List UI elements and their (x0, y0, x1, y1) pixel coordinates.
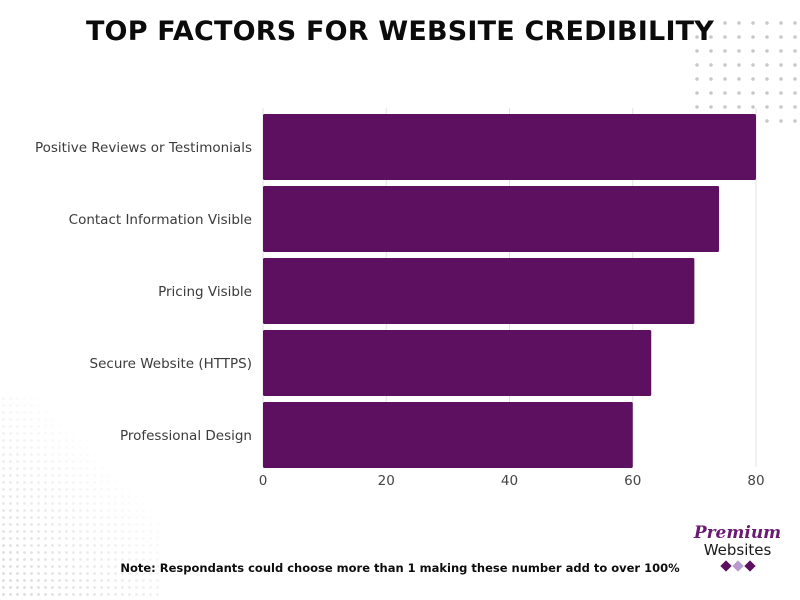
x-tick-label: 40 (501, 473, 518, 489)
decorative-dot-pattern-bottom (0, 395, 160, 600)
footnote: Note: Respondants could choose more than… (120, 561, 680, 575)
bar (263, 330, 652, 396)
x-tick-label: 20 (378, 473, 395, 489)
category-label: Secure Website (HTTPS) (90, 356, 252, 372)
decorative-dot-grid-top (690, 16, 800, 130)
x-tick-label: 0 (259, 473, 268, 489)
diamond-icon (719, 560, 732, 572)
bar (263, 114, 756, 180)
category-label: Contact Information Visible (69, 212, 252, 228)
category-label: Pricing Visible (158, 284, 252, 300)
category-label: Professional Design (120, 428, 252, 444)
chart-title: TOP FACTORS FOR WEBSITE CREDIBILITY (85, 16, 715, 47)
x-tick-label: 80 (747, 473, 764, 489)
logo-premium-text: Premium (693, 523, 782, 543)
bar (263, 258, 695, 324)
bar (263, 186, 720, 252)
bar (263, 402, 633, 468)
x-tick-label: 60 (624, 473, 641, 489)
brand-logo: Premium Websites (690, 524, 785, 580)
logo-websites-text: Websites (703, 541, 772, 559)
diamond-icon (731, 560, 744, 572)
diamond-icon (743, 560, 756, 572)
logo-diamond-icons (690, 560, 785, 572)
category-label: Positive Reviews or Testimonials (35, 140, 252, 156)
